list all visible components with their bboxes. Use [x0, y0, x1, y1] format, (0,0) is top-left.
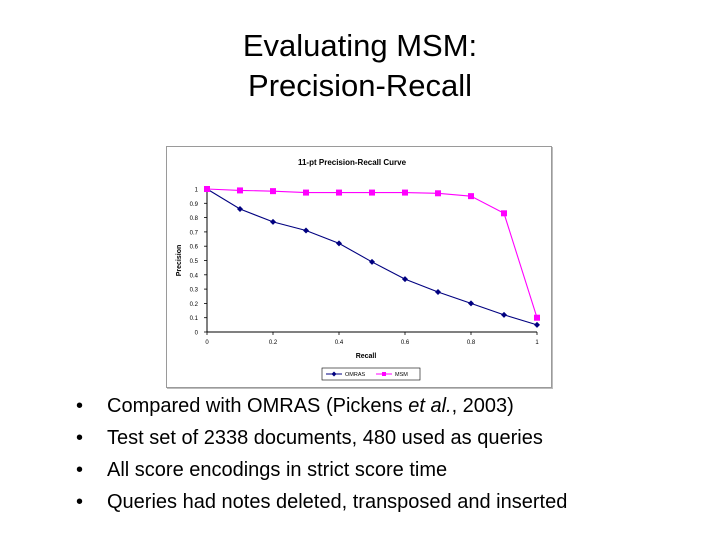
- data-point-omras: [402, 276, 408, 283]
- x-tick-label: 0.2: [269, 340, 278, 346]
- series-line-omras: [206, 188, 538, 326]
- y-tick-label: 0: [195, 331, 199, 337]
- data-point-msm: [303, 189, 309, 196]
- data-point-omras: [534, 321, 540, 328]
- bullet-text-4: Queries had notes deleted, transposed an…: [107, 491, 568, 513]
- bullet-item: • All score encodings in strict score ti…: [76, 454, 567, 486]
- y-tick-label: 0.2: [190, 302, 199, 308]
- data-point-msm: [270, 188, 276, 195]
- y-tick-label: 0.5: [190, 259, 199, 265]
- data-point-omras: [303, 227, 309, 234]
- data-point-msm: [468, 193, 474, 200]
- data-point-msm: [204, 186, 210, 192]
- y-tick-label: 0.8: [190, 216, 199, 222]
- bullet-text-1c: , 2003): [451, 395, 514, 417]
- y-tick-label: 0.1: [190, 316, 199, 322]
- bullet-text-1a: Compared with OMRAS (Pickens: [107, 395, 409, 417]
- y-tick-label: 0.6: [190, 245, 199, 251]
- slide-title-line-1: Evaluating MSM:: [242, 28, 478, 63]
- bullet-marker: •: [76, 459, 84, 481]
- data-point-msm: [534, 314, 540, 321]
- bullet-marker: •: [76, 395, 84, 417]
- bullet-list: • Compared with OMRAS (Pickens et al., 2…: [76, 390, 567, 518]
- series-line-msm: [206, 188, 538, 318]
- y-tick-label: 1: [195, 188, 199, 194]
- data-point-omras: [468, 300, 474, 307]
- x-tick-label: 0.6: [401, 340, 410, 346]
- y-axis-label: Precision: [176, 245, 183, 277]
- y-tick-label: 0.9: [190, 202, 199, 208]
- chart-title: 11-pt Precision-Recall Curve: [298, 158, 407, 167]
- data-point-omras: [336, 240, 342, 247]
- bullet-text-1b: et al.: [408, 395, 452, 417]
- legend-marker-omras: [331, 371, 337, 377]
- chart-canvas: 11-pt Precision-Recall Curve 0 0.1 0.2 0.3 0.…: [176, 158, 540, 381]
- y-tick-label: 0.7: [190, 230, 199, 236]
- legend-label-msm: MSM: [395, 372, 408, 378]
- data-point-omras: [237, 206, 243, 213]
- data-point-omras: [501, 311, 507, 318]
- x-tick-label: 0.8: [467, 340, 476, 346]
- bullet-item: • Test set of 2338 documents, 480 used a…: [76, 422, 567, 454]
- data-point-msm: [402, 189, 408, 196]
- data-point-msm: [501, 210, 507, 217]
- y-tick-label: 0.3: [190, 288, 199, 294]
- data-point-msm: [435, 190, 441, 197]
- x-axis-label: Recall: [356, 353, 377, 360]
- slide-title-line-2: Precision-Recall: [248, 68, 472, 103]
- bullet-text-2: Test set of 2338 documents, 480 used as …: [107, 427, 543, 449]
- y-tick-label: 0.4: [190, 273, 199, 279]
- data-point-omras: [369, 258, 375, 265]
- x-tick-label: 1: [535, 340, 539, 346]
- bullet-item: • Compared with OMRAS (Pickens et al., 2…: [76, 390, 567, 422]
- legend-label-omras: OMRAS: [345, 372, 366, 378]
- x-tick-label: 0.4: [335, 340, 344, 346]
- bullet-marker: •: [76, 491, 84, 513]
- slide-title: Evaluating MSM: Precision-Recall: [0, 26, 720, 106]
- bullet-text-3: All score encodings in strict score time: [107, 459, 448, 481]
- data-point-omras: [435, 288, 441, 295]
- data-point-msm: [369, 189, 375, 196]
- x-tick-label: 0: [205, 340, 209, 346]
- bullet-item: • Queries had notes deleted, transposed …: [76, 486, 567, 518]
- bullet-marker: •: [76, 427, 84, 449]
- data-point-msm: [336, 189, 342, 196]
- legend-box: [321, 367, 421, 381]
- data-point-msm: [237, 187, 243, 194]
- legend-marker-msm: [382, 372, 386, 376]
- data-point-omras: [270, 218, 276, 225]
- precision-recall-chart: 11-pt Precision-Recall Curve 0 0.1 0.2 0.3 0.…: [166, 146, 552, 388]
